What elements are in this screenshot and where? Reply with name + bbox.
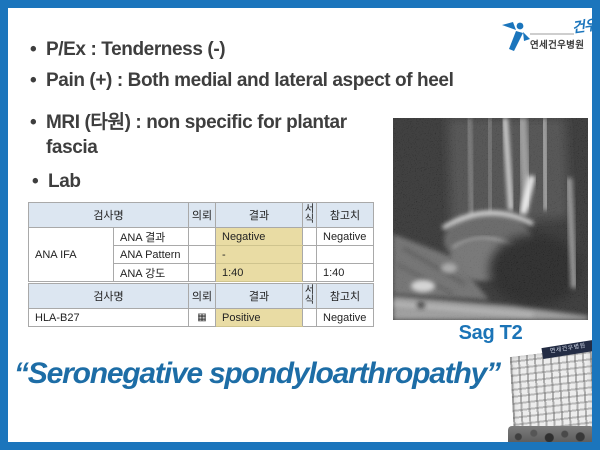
- hla-reference: Negative: [316, 308, 374, 327]
- header-result: 결과: [215, 283, 303, 309]
- slide-canvas: 건우 연세건우병원 P/Ex : Tenderness (-) Pain (+)…: [8, 8, 592, 442]
- ana-group-cell: ANA IFA: [28, 227, 114, 282]
- hla-format: [302, 308, 317, 327]
- ana-reference: [316, 245, 374, 264]
- bullet-pex: P/Ex : Tenderness (-): [28, 34, 588, 65]
- table-header-row: 검사명 의뢰 결과 서식 참고치: [28, 283, 374, 309]
- ana-format: [302, 263, 317, 282]
- table-row: ANA 강도 1:40 1:40: [29, 263, 374, 282]
- mri-sagittal-ankle-image: [393, 118, 588, 320]
- ana-result: Negative: [215, 227, 303, 246]
- header-reference: 참고치: [316, 202, 374, 228]
- ana-reference: 1:40: [316, 263, 374, 282]
- ana-result: -: [215, 245, 303, 264]
- ana-request: [188, 227, 216, 246]
- ana-sub-name: ANA 결과: [113, 227, 189, 246]
- header-result: 결과: [215, 202, 303, 228]
- ana-sub-name: ANA 강도: [113, 263, 189, 282]
- table-header-row: 검사명 의뢰 결과 서식 참고치: [28, 202, 374, 228]
- bullet-mri-text: MRI (타원) : non specific for plantar fasc…: [28, 110, 396, 160]
- header-format: 서식: [302, 202, 317, 228]
- ana-result: 1:40: [215, 263, 303, 282]
- hla-test-name: HLA-B27: [28, 308, 189, 327]
- table-row: HLA-B27 ▦ Positive Negative: [28, 308, 374, 327]
- table-row: ANA IFA ANA 결과 Negative Negative: [28, 227, 374, 282]
- building-trees: [508, 426, 592, 442]
- hla-result: Positive: [215, 308, 303, 327]
- diagnosis-quote: “Seronegative spondyloarthropathy”: [14, 357, 501, 390]
- header-test-name: 검사명: [28, 283, 189, 309]
- ana-format: [302, 245, 317, 264]
- header-format: 서식: [302, 283, 317, 309]
- ana-sub-name: ANA Pattern: [113, 245, 189, 264]
- bullet-mri: MRI (타원) : non specific for plantar fasc…: [28, 110, 396, 160]
- bullet-list-top: P/Ex : Tenderness (-) Pain (+) : Both me…: [28, 34, 588, 96]
- grid-request-icon: ▦: [188, 308, 216, 327]
- ana-format: [302, 227, 317, 246]
- ana-reference: Negative: [316, 227, 374, 246]
- mri-graphic: [393, 118, 588, 320]
- bullet-lab-text: Lab: [30, 170, 230, 194]
- mri-caption: Sag T2: [458, 322, 523, 344]
- bullet-lab: Lab: [30, 170, 230, 194]
- header-test-name: 검사명: [28, 202, 189, 228]
- ana-request: [188, 245, 216, 264]
- ana-request: [188, 263, 216, 282]
- header-reference: 참고치: [316, 283, 374, 309]
- bullet-pain: Pain (+) : Both medial and lateral aspec…: [28, 65, 588, 96]
- header-request: 의뢰: [188, 283, 216, 309]
- ana-lab-table: 검사명 의뢰 결과 서식 참고치 ANA IFA ANA 결과 Negative…: [28, 202, 374, 282]
- hospital-building-photo: 연세건우병원: [508, 340, 592, 442]
- hla-lab-table: 검사명 의뢰 결과 서식 참고치 HLA-B27 ▦ Positive Nega…: [28, 283, 374, 327]
- header-request: 의뢰: [188, 202, 216, 228]
